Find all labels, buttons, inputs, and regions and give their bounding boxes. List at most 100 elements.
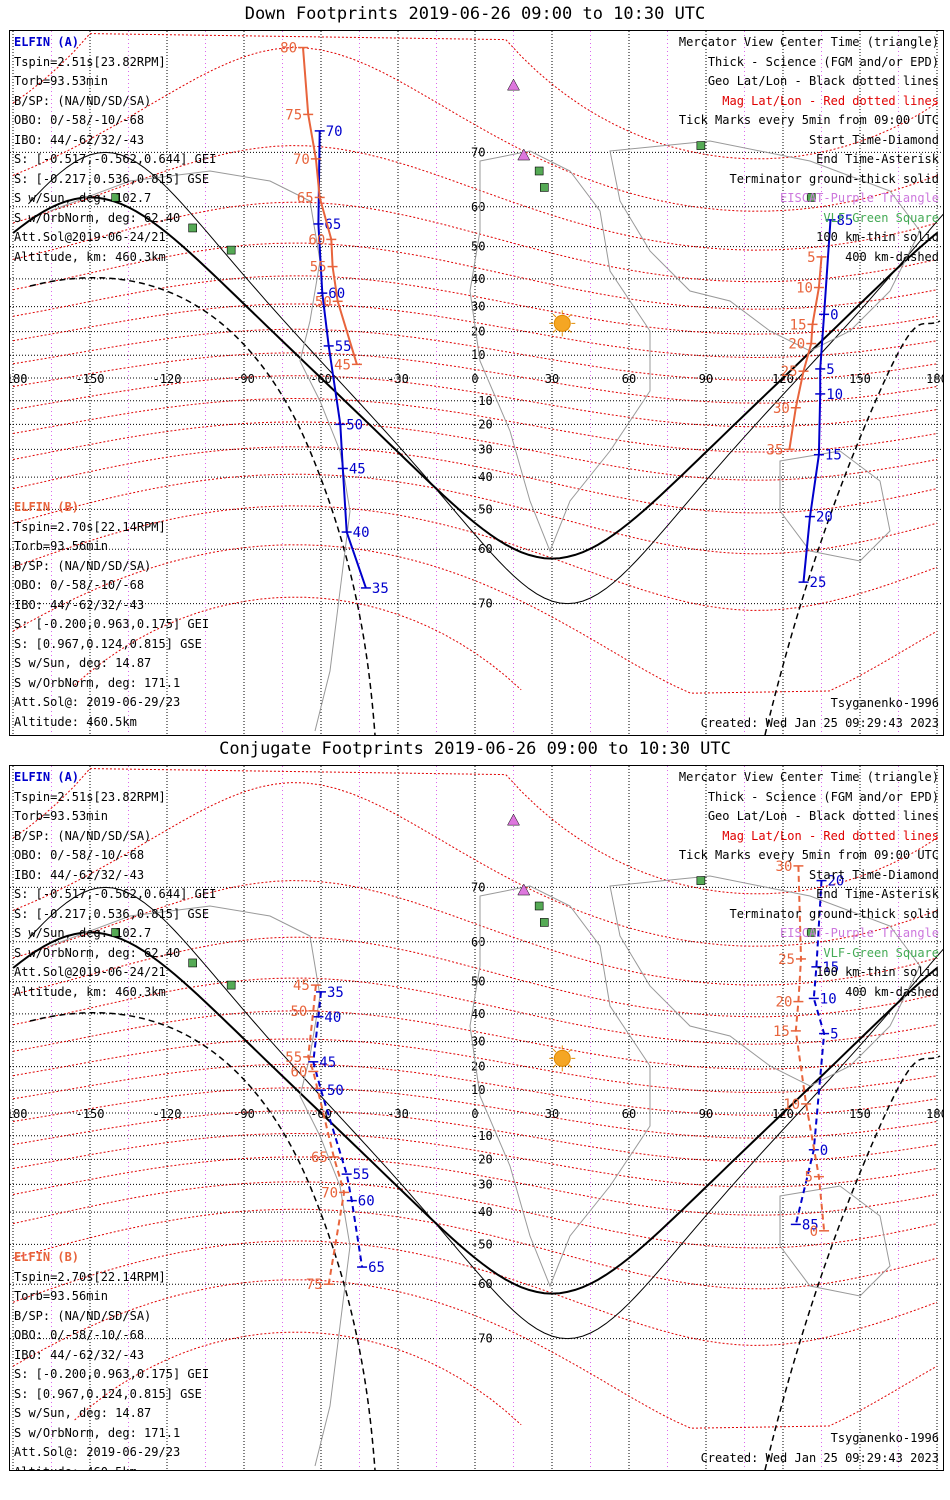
mag-lat-line	[12, 782, 938, 947]
info-line: S w/OrbNorm, deg: 171.1	[14, 1425, 181, 1440]
legend-line: End Time-Asterisk	[816, 887, 939, 901]
lon-tick-label: -180	[10, 1107, 27, 1121]
vlf-square-icon	[111, 928, 120, 937]
sun-ray	[552, 313, 557, 318]
vlf-square-icon	[539, 918, 549, 927]
info-line: Att.Sol@2019-06-24/21	[14, 230, 166, 244]
legend-line: EISCAT-Purple Triangle	[780, 191, 939, 205]
track-tick-label: 30	[773, 401, 790, 417]
track-tick-label: 80	[280, 41, 297, 57]
vlf-square-icon	[696, 876, 706, 885]
lon-tick-label: -30	[387, 372, 409, 386]
info-line: Tspin=2.70s[22.14RPM]	[14, 519, 166, 534]
info-line: Tspin=2.51s[23.82RPM]	[14, 789, 166, 804]
track-tick-label: 70	[321, 1185, 338, 1201]
info-line: Torb=93.56min	[14, 1289, 108, 1303]
info-line: Altitude: 460.5km	[14, 1463, 209, 1471]
track-tick-label: 55	[285, 1050, 302, 1066]
mag-lat-line	[12, 1110, 938, 1163]
mag-lat-line	[12, 1181, 938, 1249]
info-line: Torb=93.56min	[14, 539, 108, 553]
info-line: IBO: 44/-62/32/-43	[14, 597, 145, 612]
track-tick-label: 50	[327, 1083, 344, 1099]
mag-lat-line	[12, 1156, 938, 1216]
mag-lat-line	[12, 977, 938, 1045]
continent-outline	[49, 905, 351, 1467]
legend-line: Mercator View Center Time (triangle)	[678, 35, 939, 49]
continent-outline	[779, 1185, 891, 1297]
track-tick-label: 50	[346, 417, 363, 433]
lat-tick-label: -30	[471, 442, 493, 456]
lon-tick-label: -120	[153, 372, 182, 386]
info-line: Altitude, km: 460.3km	[14, 984, 166, 999]
mag-lat-line	[12, 1010, 938, 1070]
lon-tick-label: 60	[622, 372, 636, 386]
track-tick-label: 5	[807, 250, 815, 266]
legend-line: Tick Marks every 5min from 09:00 UTC	[678, 113, 939, 127]
lon-tick-label: -150	[76, 1107, 105, 1121]
track-tick-label: 20	[776, 995, 793, 1011]
legend-line: Mercator View Center Time (triangle)	[678, 770, 939, 784]
legend-line: Geo Lat/Lon - Black dotted lines	[707, 74, 939, 88]
mag-lat-line	[12, 47, 938, 212]
info-line: S: [-0.217,0.536,0.815] GSE	[14, 906, 210, 921]
map-canvas: -180-150-120-90-60-300306090120150180706…	[10, 31, 943, 735]
mag-lat-line	[12, 473, 938, 555]
lon-tick-label: 90	[699, 372, 713, 386]
mag-lat-line	[12, 328, 938, 381]
info-line: S w/OrbNorm, deg: 62.40	[14, 210, 181, 225]
info-line: Altitude, km: 460.3km	[14, 249, 166, 264]
lat-tick-label: -20	[471, 417, 493, 431]
lat-tick-label: -40	[471, 1205, 493, 1219]
vlf-square-icon	[188, 958, 197, 968]
lat-tick-label: 10	[471, 348, 485, 362]
track-tick-label: 65	[297, 190, 314, 206]
mag-lat-line	[74, 596, 522, 691]
panel-title: Down Footprints 2019-06-26 09:00 to 10:3…	[244, 4, 706, 24]
track-tick-label: 60	[358, 1194, 375, 1210]
info-line: S: [-0.217,0.536,0.815] GSE	[14, 171, 210, 186]
created-label: Created: Wed Jan 25 09:29:43 2023	[700, 716, 939, 730]
elfin-a-track	[794, 880, 826, 1225]
track-tick-label: 35	[372, 581, 389, 597]
legend-line: End Time-Asterisk	[816, 152, 939, 166]
lat-tick-label: -10	[471, 394, 493, 408]
track-tick-label: 35	[327, 985, 344, 1001]
info-line: S w/Sun, deg: 102.7	[14, 926, 152, 940]
vlf-square-icon	[534, 166, 544, 176]
lat-tick-label: -30	[471, 1177, 493, 1191]
lat-tick-label: -70	[471, 597, 493, 611]
mag-lat-line	[12, 1087, 938, 1139]
track-tick-label: 15	[790, 317, 807, 333]
track-tick-label: 10	[826, 387, 843, 403]
vlf-square-icon	[539, 183, 549, 192]
lon-tick-label: 30	[545, 372, 559, 386]
lon-tick-label: 150	[849, 1107, 871, 1121]
eiscat-triangle-icon	[507, 78, 520, 91]
mag-lat-line	[12, 505, 938, 611]
info-line: OBO: 0/-58/-10/-68	[14, 578, 145, 592]
sun-ray	[552, 1048, 557, 1053]
track-tick-label: 5	[804, 1170, 812, 1186]
lat-tick-label: 50	[471, 975, 485, 989]
lon-tick-label: -90	[233, 372, 255, 386]
vlf-square-icon	[111, 193, 120, 202]
elfin-a-info: ELFIN (A) Tspin=2.51s[23.82RPM] Torb=93.…	[14, 33, 216, 267]
continent-outline	[469, 150, 651, 553]
track-tick-label: 45	[334, 357, 351, 373]
track-tick-label: 60	[290, 1064, 307, 1080]
continent-outline	[469, 885, 651, 1288]
info-line: S: [0.967,0.124,0.815] GSE	[14, 1386, 202, 1401]
model-label: Tsyganenko-1996	[830, 1431, 939, 1445]
vlf-square-icon	[806, 928, 816, 937]
track-tick-label: 20	[828, 874, 845, 890]
track-tick-label: 10	[796, 281, 813, 297]
legend-line: Geo Lat/Lon - Black dotted lines	[707, 809, 939, 823]
terminator-400km-line	[764, 1055, 941, 1470]
lon-tick-label: 180	[926, 372, 943, 386]
lat-tick-label: 10	[471, 1083, 485, 1097]
vlf-square-icon	[188, 223, 197, 233]
track-tick-label: 45	[293, 978, 310, 994]
track-tick-label: 0	[820, 1143, 828, 1159]
legend-line: Start Time-Diamond	[808, 867, 939, 882]
